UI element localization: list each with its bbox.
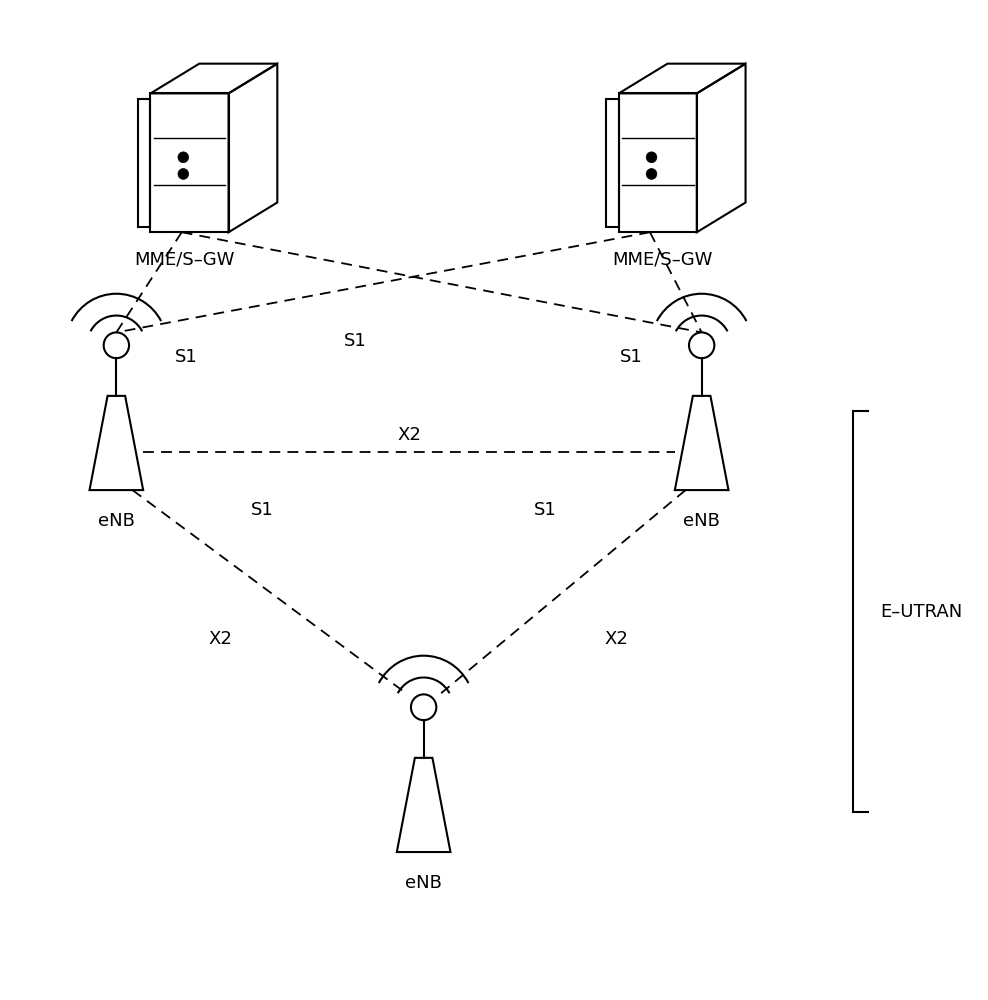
Circle shape [178,152,189,163]
Circle shape [178,169,189,179]
Text: S1: S1 [251,501,274,519]
Circle shape [646,152,657,163]
Text: X2: X2 [397,426,421,444]
Text: S1: S1 [344,332,367,350]
Text: eNB: eNB [684,512,720,530]
Text: eNB: eNB [98,512,134,530]
Text: MME/S–GW: MME/S–GW [134,250,235,268]
Text: E–UTRAN: E–UTRAN [880,603,962,621]
Text: MME/S–GW: MME/S–GW [613,250,712,268]
Text: X2: X2 [605,630,628,648]
Circle shape [646,169,657,179]
Text: eNB: eNB [405,874,442,892]
Text: S1: S1 [535,501,557,519]
Text: S1: S1 [620,348,643,366]
Text: X2: X2 [208,630,232,648]
Text: S1: S1 [175,348,198,366]
